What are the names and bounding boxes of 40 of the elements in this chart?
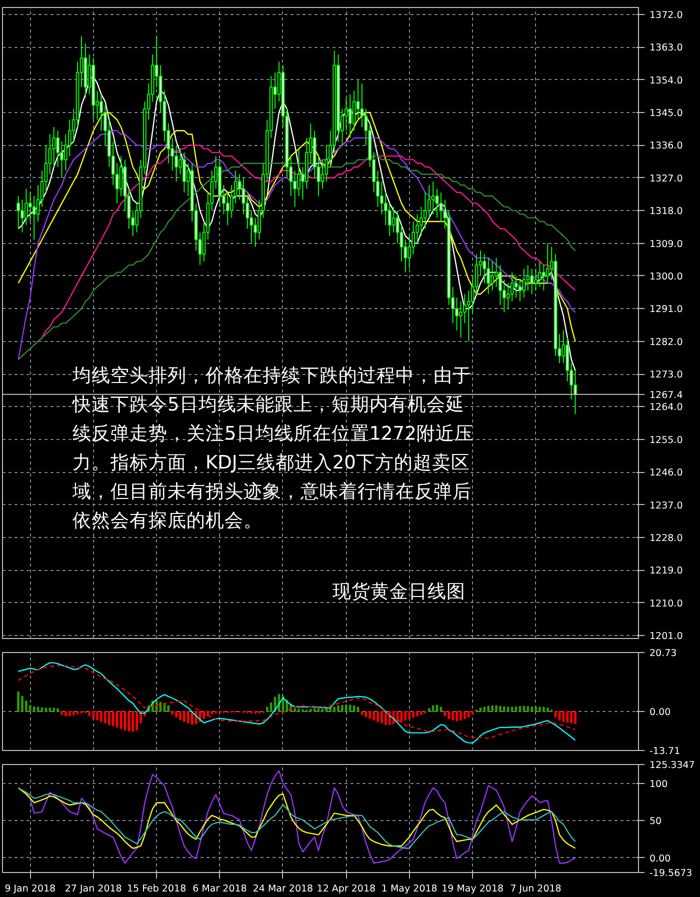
y-tick-label: 1246.0: [650, 468, 683, 479]
y-tick-label: 1363.0: [650, 42, 683, 54]
x-tick-label: 24 Mar 2018: [252, 884, 314, 894]
y-tick-label: 1219.0: [650, 566, 683, 577]
y-tick-label: 1201.0: [650, 631, 683, 642]
x-tick-label: 27 Jan 2018: [64, 884, 122, 894]
y-tick-label: 1372.0: [650, 10, 683, 21]
y-tick-label: 1255.0: [650, 434, 683, 446]
x-tick-label: 6 Mar 2018: [192, 884, 247, 894]
y-tick-label: 100: [650, 778, 668, 790]
x-tick-label: 9 Jan 2018: [4, 884, 56, 894]
y-tick-label: 1345.0: [650, 108, 683, 119]
y-tick-label: 1318.0: [650, 206, 683, 218]
y-tick-label: 1228.0: [650, 533, 683, 544]
y-tick-label: 1291.0: [650, 304, 683, 316]
y-tick-label: 1354.0: [650, 75, 683, 86]
ref-line-label: 1267.4: [650, 390, 683, 401]
y-tick-label: 1210.0: [650, 598, 683, 610]
y-tick-label: 1282.0: [650, 336, 683, 348]
y-tick-label: -19.5673: [650, 868, 692, 879]
y-tick-label: -13.71: [650, 746, 680, 757]
y-tick-label: 1327.0: [650, 173, 683, 184]
y-tick-label: 1264.0: [650, 402, 683, 414]
x-tick-label: 19 May 2018: [442, 884, 504, 894]
y-tick-label: 50: [650, 816, 662, 828]
x-tick-label: 7 Jun 2018: [510, 884, 562, 894]
y-tick-label: 0.00: [650, 853, 671, 864]
y-tick-label: 20.73: [650, 648, 677, 659]
y-tick-label: 1309.0: [650, 238, 683, 250]
x-tick-label: 15 Feb 2018: [127, 884, 186, 894]
y-tick-label: 1273.0: [650, 370, 683, 381]
y-tick-label: 125.3347: [650, 760, 695, 771]
y-tick-label: 0.00: [650, 706, 671, 718]
x-tick-label: 12 Apr 2018: [316, 884, 376, 894]
y-tick-label: 1336.0: [650, 140, 683, 152]
annotation: 现货黄金日线图: [332, 582, 466, 602]
annotation: 均线空头排列，价格在持续下跌的过程中，由于快速下跌令5日均线未能跟上，短期内有机会延续反弹走势，关注5日均线所在位置1272附近压力。指标方面，KDJ三线都进入20下方的超卖区域，但目前未有拐头迹象，意味着行情在反弹后依然会有探底的机会。: [72, 364, 474, 532]
x-tick-label: 1 May 2018: [381, 884, 438, 894]
y-tick-label: 1300.0: [650, 271, 683, 282]
y-tick-label: 1237.0: [650, 500, 683, 512]
